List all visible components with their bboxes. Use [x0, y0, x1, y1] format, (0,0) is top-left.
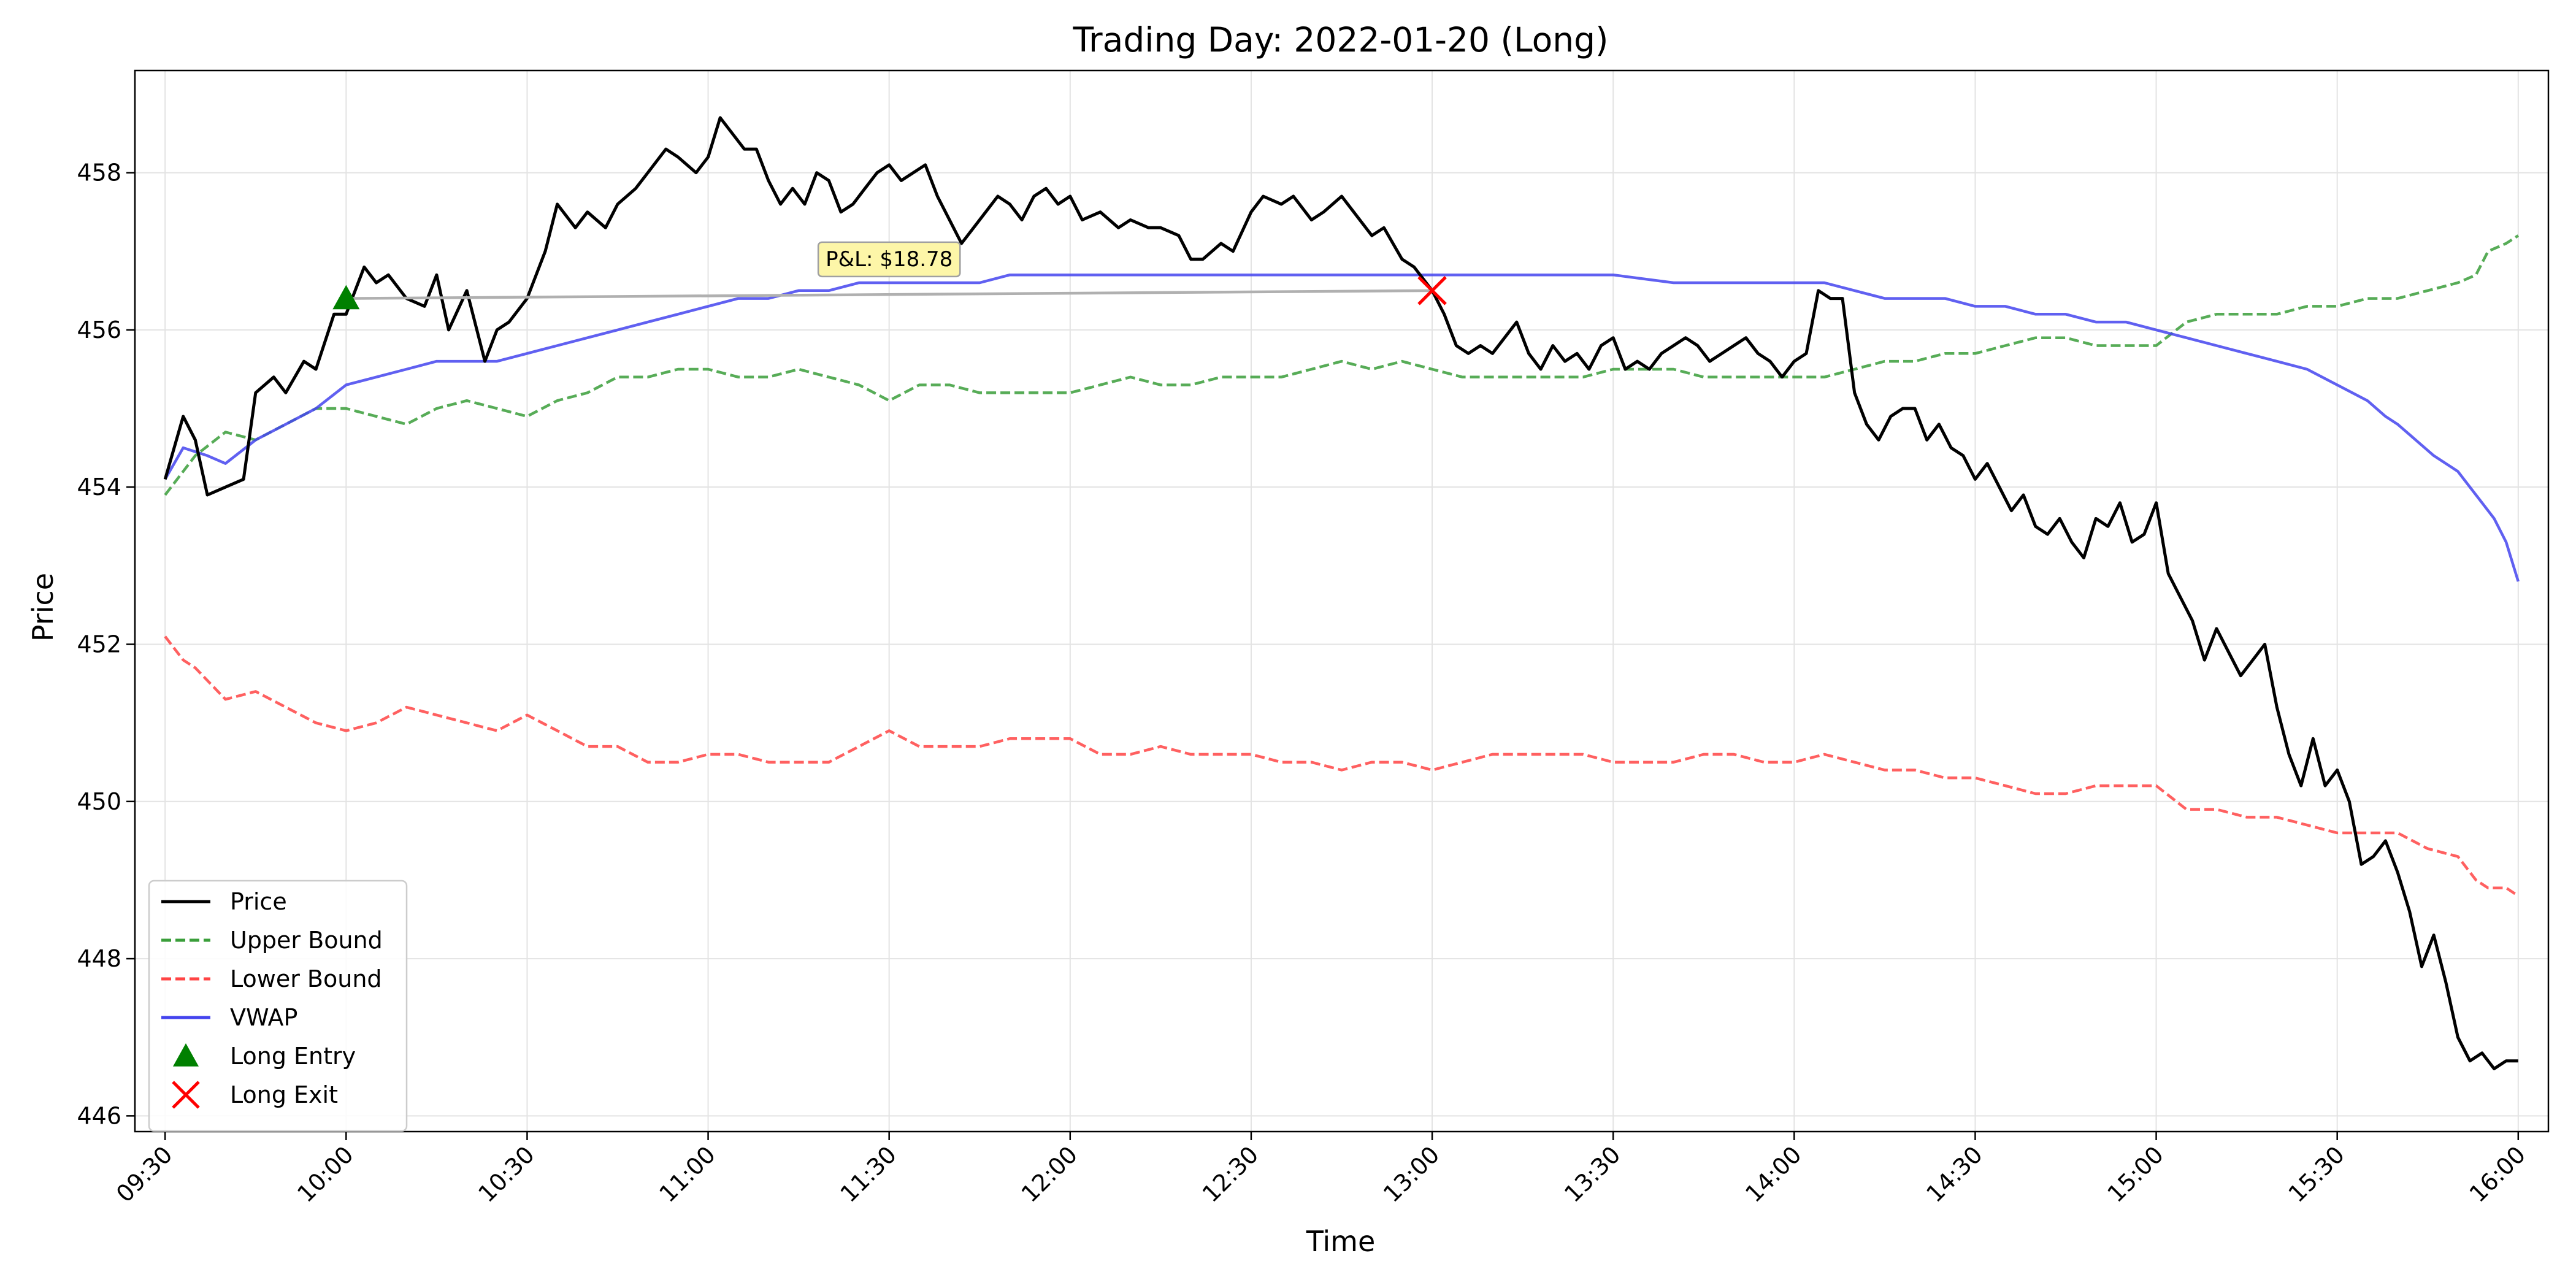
lower-bound-line: [164, 635, 2520, 897]
markers-group: [332, 276, 1447, 310]
long-exit-marker: [172, 1081, 200, 1109]
y-axis-ticks: 446 448 450 452 454 456 458: [77, 159, 135, 1129]
pnl-annotation-text: P&L: $18.78: [826, 247, 953, 272]
chart-title: Trading Day: 2022-01-20 (Long): [1072, 20, 1608, 59]
vwap-line: [164, 273, 2520, 582]
upper-bound-line: [164, 234, 2520, 496]
plot-frame: [134, 69, 2550, 1133]
pnl-annotation-box: [817, 241, 961, 278]
legend-item-long-entry: Long Entry: [173, 1043, 356, 1070]
y-tick-label: 446: [77, 1102, 121, 1129]
legend-label: VWAP: [230, 1004, 297, 1031]
long-entry-marker: [332, 285, 360, 310]
long-entry-marker: [173, 1043, 199, 1067]
y-tick-label: 456: [77, 316, 121, 343]
y-tick-label: 448: [77, 945, 121, 972]
legend-label: Price: [230, 888, 287, 915]
y-tick-label: 454: [77, 473, 121, 500]
y-tick-label: 450: [77, 788, 121, 815]
legend-item-price: Price: [161, 888, 287, 915]
y-axis-label: Price: [26, 573, 59, 642]
legend-item-lower-bound: Lower Bound: [161, 965, 382, 992]
long-exit-marker: [1417, 276, 1447, 305]
trade-group: [346, 289, 1433, 300]
legend-label: Upper Bound: [230, 927, 383, 954]
legend-label: Lower Bound: [230, 965, 382, 992]
grid: [135, 71, 2548, 1132]
y-tick-label: 452: [77, 631, 121, 657]
legend-label: Long Exit: [230, 1081, 338, 1108]
trade-connector-line: [346, 289, 1433, 300]
legend-item-upper-bound: Upper Bound: [161, 927, 383, 954]
legend: Price Upper Bound Lower Bound VWAP Long Entr…: [148, 880, 408, 1132]
legend-item-vwap: VWAP: [161, 1004, 297, 1031]
legend-label: Long Entry: [230, 1043, 356, 1070]
annotation-group: P&L: $18.78: [817, 241, 961, 278]
y-tick-label: 458: [77, 159, 121, 186]
legend-box: [148, 880, 408, 1132]
x-axis-label: Time: [1306, 1225, 1376, 1258]
legend-item-long-exit: Long Exit: [172, 1081, 338, 1109]
